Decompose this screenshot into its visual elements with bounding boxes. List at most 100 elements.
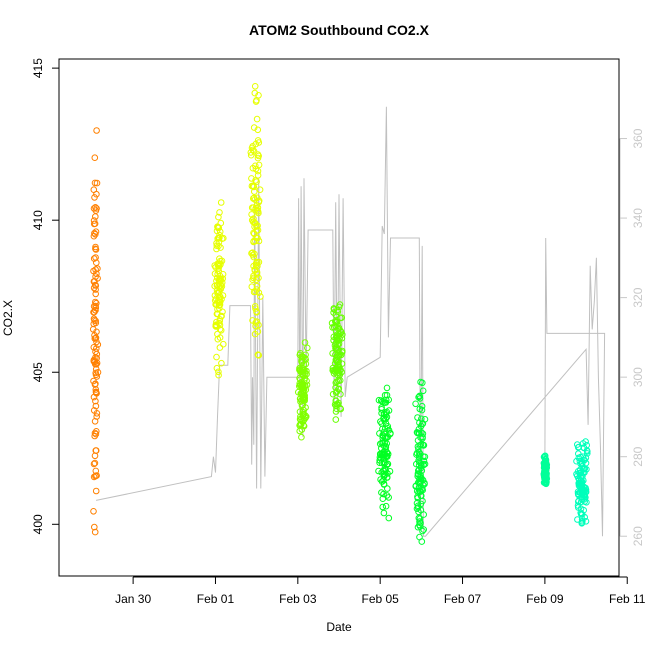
data-point <box>217 199 225 206</box>
y2-tick-label: 340 <box>631 208 645 228</box>
data-point <box>91 154 99 161</box>
data-point <box>302 351 309 359</box>
data-point <box>92 397 99 405</box>
data-point <box>92 290 99 298</box>
data-point <box>92 245 99 253</box>
data-point <box>542 460 549 467</box>
data-point <box>253 227 261 234</box>
data-point <box>213 242 221 249</box>
data-point <box>382 396 390 404</box>
data-point <box>215 368 222 376</box>
data-point <box>90 217 98 224</box>
data-point <box>339 331 346 338</box>
data-point <box>420 526 428 533</box>
data-point <box>214 224 222 232</box>
data-point <box>93 350 101 358</box>
data-point <box>417 492 425 499</box>
data-point <box>216 344 224 351</box>
data-point <box>255 258 263 266</box>
data-point <box>93 179 101 187</box>
data-point <box>93 190 100 198</box>
data-point <box>300 406 307 414</box>
data-point <box>383 474 391 481</box>
data-point <box>384 485 391 492</box>
data-point <box>580 466 587 473</box>
data-point <box>93 410 101 417</box>
data-point <box>417 500 425 508</box>
x-axis-label: Date <box>326 620 352 634</box>
data-point <box>254 137 262 144</box>
data-point <box>335 363 343 371</box>
data-point <box>379 503 387 511</box>
data-point <box>380 509 388 517</box>
data-point <box>91 194 98 201</box>
data-point <box>579 487 586 495</box>
data-point <box>93 472 100 479</box>
series-3 <box>247 83 264 359</box>
data-point <box>91 381 99 388</box>
data-point <box>383 461 391 469</box>
data-point <box>301 416 308 423</box>
data-point <box>329 324 336 331</box>
data-point <box>255 161 263 169</box>
data-point <box>250 195 257 202</box>
data-point <box>387 430 394 438</box>
data-point <box>334 306 341 314</box>
data-point <box>249 317 256 324</box>
data-point <box>93 328 100 336</box>
data-point <box>254 167 262 175</box>
data-point <box>248 175 255 182</box>
data-point <box>93 373 101 380</box>
secondary-line-layer <box>95 106 606 537</box>
chart-title: ATOM2 Southbound CO2.X <box>249 22 430 38</box>
data-point <box>415 393 422 401</box>
data-point <box>583 447 591 454</box>
data-point <box>92 246 100 253</box>
data-point <box>215 265 222 272</box>
data-point <box>253 223 260 230</box>
y-tick-label: 405 <box>31 362 45 382</box>
data-point <box>256 186 264 193</box>
data-point <box>580 506 588 514</box>
data-point <box>335 340 343 348</box>
data-point <box>301 370 309 378</box>
data-point <box>91 459 99 467</box>
data-point <box>381 434 389 442</box>
data-point <box>252 237 259 245</box>
data-point <box>380 415 388 422</box>
data-point <box>90 508 97 515</box>
data-point <box>580 477 587 484</box>
data-point <box>384 470 391 477</box>
data-point <box>215 267 222 275</box>
data-point <box>583 466 590 473</box>
data-point <box>419 433 426 441</box>
x-tick-label: Jan 30 <box>115 592 151 606</box>
data-point <box>385 494 393 501</box>
data-point <box>335 377 342 385</box>
data-point <box>92 317 99 325</box>
data-point <box>252 305 259 312</box>
data-point <box>418 485 426 493</box>
data-point <box>421 416 429 423</box>
data-point <box>335 385 343 393</box>
y2-tick-label: 260 <box>631 526 645 546</box>
data-point <box>92 213 99 220</box>
data-point <box>251 223 258 230</box>
data-point <box>218 359 225 367</box>
x-tick-label: Feb 11 <box>609 592 646 606</box>
data-point <box>250 253 257 261</box>
data-point <box>337 314 344 322</box>
data-point <box>251 188 258 195</box>
x-tick-label: Feb 05 <box>361 592 399 606</box>
data-point <box>582 454 590 462</box>
data-point <box>254 151 262 158</box>
x-tick-label: Feb 01 <box>197 592 235 606</box>
data-point <box>93 428 100 435</box>
y2-tick-label: 320 <box>631 287 645 307</box>
data-point <box>253 178 260 185</box>
x-tick-label: Feb 03 <box>279 592 317 606</box>
data-point <box>415 429 423 437</box>
data-point <box>417 378 424 386</box>
data-point <box>419 387 427 395</box>
data-point <box>93 413 100 420</box>
